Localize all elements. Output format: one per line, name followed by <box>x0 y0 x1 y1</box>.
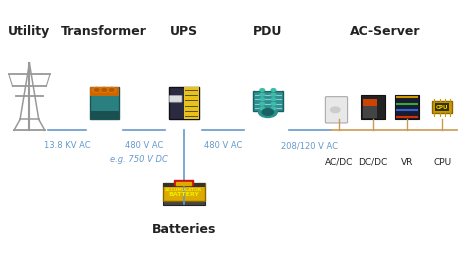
FancyBboxPatch shape <box>163 183 205 187</box>
Circle shape <box>271 89 276 92</box>
Text: UPS: UPS <box>170 25 198 38</box>
FancyBboxPatch shape <box>325 97 347 123</box>
Text: BATTERY: BATTERY <box>168 192 199 197</box>
Text: 480 V AC: 480 V AC <box>125 141 163 150</box>
Text: Utility: Utility <box>8 25 51 38</box>
FancyBboxPatch shape <box>253 91 283 111</box>
Bar <box>174 180 193 185</box>
FancyBboxPatch shape <box>163 200 205 205</box>
FancyBboxPatch shape <box>363 106 377 118</box>
Text: CPU: CPU <box>433 158 451 167</box>
FancyBboxPatch shape <box>363 99 377 106</box>
Circle shape <box>260 107 264 110</box>
Text: Transformer: Transformer <box>61 25 147 38</box>
Text: AC/DC: AC/DC <box>325 158 353 167</box>
Circle shape <box>262 109 273 115</box>
Text: ACCUMULATOR: ACCUMULATOR <box>165 188 202 192</box>
FancyBboxPatch shape <box>169 95 182 102</box>
Text: CPU: CPU <box>436 104 448 109</box>
Text: AC-Server: AC-Server <box>349 25 420 38</box>
FancyBboxPatch shape <box>163 183 205 201</box>
FancyBboxPatch shape <box>184 87 199 119</box>
Text: e.g. 750 V DC: e.g. 750 V DC <box>110 155 168 164</box>
Text: VR: VR <box>401 158 413 167</box>
Circle shape <box>271 98 276 101</box>
FancyBboxPatch shape <box>435 103 449 111</box>
Bar <box>176 181 191 185</box>
Circle shape <box>94 88 99 91</box>
Text: Batteries: Batteries <box>152 223 216 236</box>
FancyBboxPatch shape <box>432 101 452 113</box>
Circle shape <box>100 87 109 92</box>
Circle shape <box>109 88 114 91</box>
FancyBboxPatch shape <box>90 87 118 119</box>
Circle shape <box>260 102 264 105</box>
Text: 208/120 V AC: 208/120 V AC <box>281 141 338 150</box>
FancyBboxPatch shape <box>168 87 199 119</box>
FancyBboxPatch shape <box>361 95 385 119</box>
Circle shape <box>260 93 264 96</box>
Text: PDU: PDU <box>253 25 283 38</box>
Circle shape <box>330 107 340 113</box>
Text: 480 V AC: 480 V AC <box>204 141 243 150</box>
Circle shape <box>258 106 277 118</box>
Circle shape <box>102 88 107 91</box>
Circle shape <box>271 102 276 105</box>
Circle shape <box>271 93 276 96</box>
Circle shape <box>260 89 264 92</box>
FancyBboxPatch shape <box>395 95 419 119</box>
FancyBboxPatch shape <box>90 111 118 119</box>
Circle shape <box>92 87 101 92</box>
Text: DC/DC: DC/DC <box>358 158 388 167</box>
FancyBboxPatch shape <box>90 87 118 96</box>
Circle shape <box>260 98 264 101</box>
Circle shape <box>108 87 116 92</box>
Circle shape <box>271 107 276 110</box>
Text: 13.8 KV AC: 13.8 KV AC <box>44 141 90 150</box>
